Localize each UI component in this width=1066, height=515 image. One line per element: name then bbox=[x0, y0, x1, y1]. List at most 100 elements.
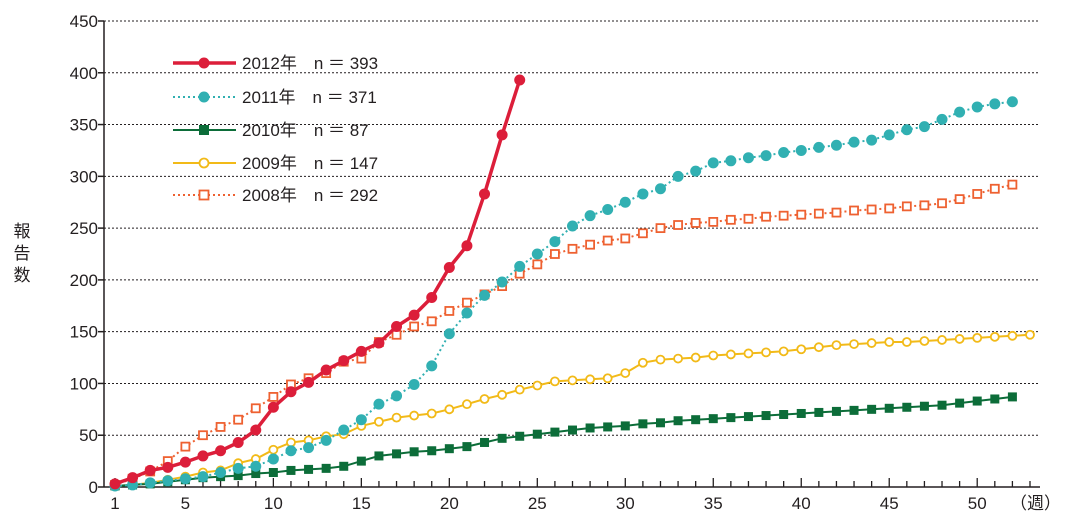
y-tick-label: 350 bbox=[70, 116, 98, 135]
data-point bbox=[144, 464, 156, 476]
data-point bbox=[813, 141, 825, 153]
series-line bbox=[114, 79, 522, 486]
data-point bbox=[461, 307, 473, 319]
data-point bbox=[444, 404, 455, 415]
data-point bbox=[215, 422, 226, 432]
data-point bbox=[531, 248, 543, 260]
data-point bbox=[849, 339, 859, 349]
x-tick-label: 10 bbox=[264, 494, 283, 513]
data-point bbox=[955, 398, 965, 408]
data-point bbox=[461, 240, 473, 252]
legend-label: 2010年 n ＝ 87 bbox=[242, 121, 369, 140]
data-point bbox=[918, 121, 930, 133]
data-point bbox=[655, 418, 665, 428]
y-tick-label: 400 bbox=[70, 64, 98, 83]
data-point bbox=[990, 394, 1000, 404]
data-point bbox=[391, 412, 402, 423]
legend-item: 2010年 n ＝ 87 bbox=[173, 121, 369, 140]
series-3 bbox=[110, 329, 1035, 491]
data-point bbox=[971, 101, 983, 113]
legend-item: 2011年 n ＝ 371 bbox=[173, 88, 377, 107]
data-point bbox=[585, 423, 595, 433]
data-point bbox=[497, 433, 507, 443]
data-point bbox=[1007, 330, 1018, 341]
data-point bbox=[796, 209, 807, 220]
data-point bbox=[884, 403, 894, 413]
data-point bbox=[937, 198, 947, 209]
data-point bbox=[901, 337, 912, 347]
data-point bbox=[691, 415, 701, 425]
legend-label: 2011年 n ＝ 371 bbox=[242, 88, 377, 107]
data-point bbox=[602, 235, 613, 246]
data-point bbox=[198, 157, 210, 169]
data-point bbox=[198, 189, 210, 201]
data-point bbox=[778, 346, 789, 357]
data-point bbox=[761, 411, 771, 421]
data-point bbox=[444, 306, 455, 316]
data-point bbox=[743, 348, 754, 359]
data-point bbox=[743, 412, 753, 422]
data-point bbox=[866, 338, 877, 348]
data-point bbox=[867, 404, 877, 414]
x-axis-unit-label: （週） bbox=[1010, 494, 1061, 514]
data-point bbox=[866, 134, 878, 146]
data-point bbox=[462, 399, 472, 410]
data-point bbox=[426, 291, 438, 303]
x-tick-label: 5 bbox=[181, 494, 190, 513]
data-point bbox=[268, 468, 278, 478]
data-point bbox=[673, 220, 683, 230]
data-point bbox=[197, 471, 209, 483]
data-point bbox=[286, 465, 296, 475]
data-point bbox=[514, 384, 525, 395]
y-tick-label: 0 bbox=[89, 478, 98, 497]
data-point bbox=[109, 478, 121, 490]
data-point bbox=[250, 460, 262, 472]
data-point bbox=[830, 139, 842, 151]
data-point bbox=[796, 408, 806, 418]
data-point bbox=[725, 155, 737, 167]
data-point bbox=[760, 150, 772, 162]
data-point bbox=[162, 475, 174, 487]
data-point bbox=[479, 188, 491, 200]
data-point bbox=[338, 424, 350, 436]
x-tick-label: 50 bbox=[968, 494, 987, 513]
data-point bbox=[320, 364, 332, 376]
data-point bbox=[972, 189, 983, 199]
data-point bbox=[602, 203, 614, 215]
data-point bbox=[199, 125, 209, 135]
data-point bbox=[426, 408, 437, 419]
data-point bbox=[250, 424, 262, 436]
data-point bbox=[937, 335, 947, 345]
data-point bbox=[285, 386, 297, 398]
data-point bbox=[179, 456, 191, 468]
data-point bbox=[515, 431, 525, 441]
data-point bbox=[638, 419, 648, 429]
data-point bbox=[374, 416, 384, 427]
data-point bbox=[989, 98, 1001, 110]
data-point bbox=[549, 236, 561, 248]
data-point bbox=[831, 207, 842, 218]
data-point bbox=[427, 446, 437, 456]
data-point bbox=[708, 350, 719, 361]
data-point bbox=[866, 204, 877, 215]
data-point bbox=[831, 340, 842, 351]
data-point bbox=[585, 374, 595, 385]
data-point bbox=[954, 194, 965, 205]
data-point bbox=[673, 353, 683, 364]
data-point bbox=[585, 239, 595, 250]
data-point bbox=[690, 352, 701, 363]
data-point bbox=[954, 106, 966, 118]
data-point bbox=[550, 376, 560, 387]
data-point bbox=[514, 260, 526, 272]
data-point bbox=[989, 183, 1000, 194]
data-point bbox=[620, 233, 631, 244]
data-point bbox=[989, 331, 1000, 342]
data-point bbox=[303, 442, 315, 454]
data-point bbox=[654, 183, 666, 195]
data-point bbox=[901, 201, 912, 212]
data-point bbox=[814, 407, 824, 417]
y-tick-label: 250 bbox=[70, 219, 98, 238]
data-point bbox=[391, 320, 403, 332]
data-point bbox=[655, 354, 666, 365]
data-point bbox=[620, 368, 631, 378]
